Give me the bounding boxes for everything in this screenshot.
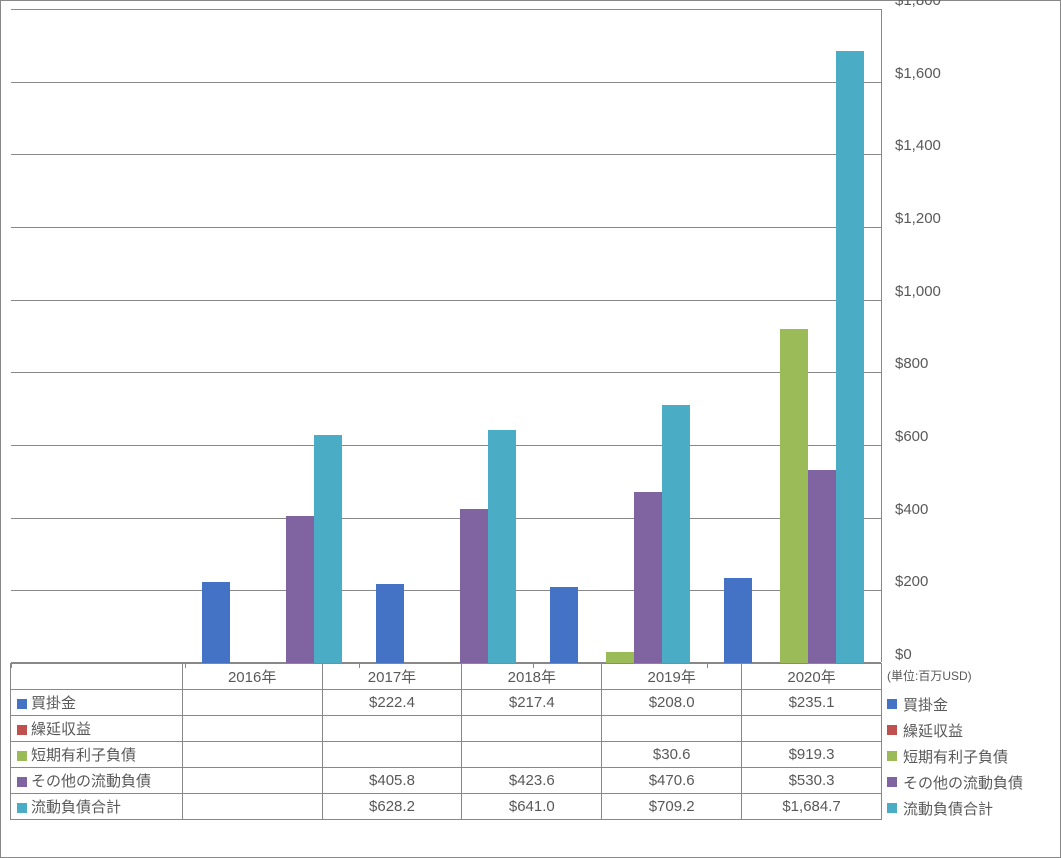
- series-label: その他の流動負債: [31, 773, 151, 790]
- series-label-cell: その他の流動負債: [11, 768, 183, 794]
- y-tick-label: $1,200: [895, 210, 941, 227]
- data-cell: [182, 794, 322, 820]
- series-label-cell: 繰延収益: [11, 716, 183, 742]
- data-cell: $208.0: [602, 690, 742, 716]
- table-row: 短期有利子負債 $30.6$919.3: [11, 742, 882, 768]
- data-cell: $919.3: [742, 742, 882, 768]
- table-row: 流動負債合計 $628.2$641.0$709.2$1,684.7: [11, 794, 882, 820]
- table-row: その他の流動負債 $405.8$423.6$470.6$530.3: [11, 768, 882, 794]
- x-tick: [881, 663, 882, 668]
- data-cell: $222.4: [322, 690, 462, 716]
- y-tick-label: $0: [895, 646, 912, 663]
- data-cell: $641.0: [462, 794, 602, 820]
- x-tick: [185, 663, 186, 668]
- x-tick: [359, 663, 360, 668]
- y-tick-label: $800: [895, 355, 928, 372]
- bar: [808, 470, 836, 663]
- x-tick-row: [11, 663, 881, 668]
- series-label: 買掛金: [31, 695, 76, 712]
- legend-marker: [887, 725, 897, 735]
- data-cell: $423.6: [462, 768, 602, 794]
- series-marker: [17, 699, 27, 709]
- data-table: 2016年2017年2018年2019年2020年買掛金$222.4$217.4…: [10, 663, 882, 820]
- bar: [460, 509, 488, 663]
- bar: [550, 587, 578, 663]
- bar: [724, 578, 752, 663]
- data-cell: $1,684.7: [742, 794, 882, 820]
- bars-area: [11, 9, 881, 663]
- data-cell: $235.1: [742, 690, 882, 716]
- legend-marker: [887, 751, 897, 761]
- data-cell: [182, 768, 322, 794]
- data-cell: $628.2: [322, 794, 462, 820]
- bar: [202, 582, 230, 663]
- bar: [836, 51, 864, 663]
- legend: 買掛金繰延収益短期有利子負債その他の流動負債流動負債合計: [887, 691, 1023, 821]
- legend-item: 流動負債合計: [887, 795, 1023, 821]
- series-label: 短期有利子負債: [31, 747, 136, 764]
- table-row: 買掛金 $222.4$217.4$208.0$235.1: [11, 690, 882, 716]
- data-cell: [322, 742, 462, 768]
- data-cell: $405.8: [322, 768, 462, 794]
- series-marker: [17, 803, 27, 813]
- data-cell: [602, 716, 742, 742]
- chart-container: $0 $200 $400 $600 $800 $1,000 $1,200 $1,400 $1,6…: [0, 0, 1061, 858]
- y-tick-label: $1,600: [895, 65, 941, 82]
- legend-label: 買掛金: [903, 694, 948, 715]
- series-marker: [17, 751, 27, 761]
- legend-item: 買掛金: [887, 691, 1023, 717]
- data-cell: [322, 716, 462, 742]
- y-tick-label: $1,000: [895, 283, 941, 300]
- series-label: 繰延収益: [31, 721, 91, 738]
- y-axis-labels: $0 $200 $400 $600 $800 $1,000 $1,200 $1,400 $1,6…: [889, 1, 969, 671]
- bar: [662, 405, 690, 663]
- series-marker: [17, 725, 27, 735]
- legend-item: 繰延収益: [887, 717, 1023, 743]
- data-cell: $470.6: [602, 768, 742, 794]
- series-marker: [17, 777, 27, 787]
- x-tick: [11, 663, 12, 668]
- data-cell: [182, 742, 322, 768]
- bar: [376, 584, 404, 663]
- legend-label: 短期有利子負債: [903, 746, 1008, 767]
- y-tick-label: $600: [895, 428, 928, 445]
- bar: [488, 430, 516, 663]
- y-tick-label: $400: [895, 501, 928, 518]
- series-label-cell: 買掛金: [11, 690, 183, 716]
- y-tick-label: $1,400: [895, 137, 941, 154]
- x-tick: [707, 663, 708, 668]
- legend-item: その他の流動負債: [887, 769, 1023, 795]
- series-label-cell: 短期有利子負債: [11, 742, 183, 768]
- data-cell: $709.2: [602, 794, 742, 820]
- legend-label: その他の流動負債: [903, 772, 1023, 793]
- series-label-cell: 流動負債合計: [11, 794, 183, 820]
- y-axis-unit: (単位:百万USD): [887, 667, 972, 684]
- data-cell: $217.4: [462, 690, 602, 716]
- bar: [606, 652, 634, 663]
- data-cell: [462, 716, 602, 742]
- legend-marker: [887, 699, 897, 709]
- y-tick-label: $1,800: [895, 0, 941, 9]
- data-cell: [742, 716, 882, 742]
- table-row: 繰延収益: [11, 716, 882, 742]
- legend-label: 繰延収益: [903, 720, 963, 741]
- data-cell: $530.3: [742, 768, 882, 794]
- data-cell: [462, 742, 602, 768]
- plot-right-border: [881, 9, 882, 662]
- legend-marker: [887, 803, 897, 813]
- legend-marker: [887, 777, 897, 787]
- data-cell: $30.6: [602, 742, 742, 768]
- legend-item: 短期有利子負債: [887, 743, 1023, 769]
- x-tick: [533, 663, 534, 668]
- bar: [780, 329, 808, 663]
- bar: [634, 492, 662, 663]
- y-tick-label: $200: [895, 573, 928, 590]
- bar: [314, 435, 342, 663]
- legend-label: 流動負債合計: [903, 798, 993, 819]
- series-label: 流動負債合計: [31, 799, 121, 816]
- data-cell: [182, 690, 322, 716]
- bar: [286, 516, 314, 663]
- data-cell: [182, 716, 322, 742]
